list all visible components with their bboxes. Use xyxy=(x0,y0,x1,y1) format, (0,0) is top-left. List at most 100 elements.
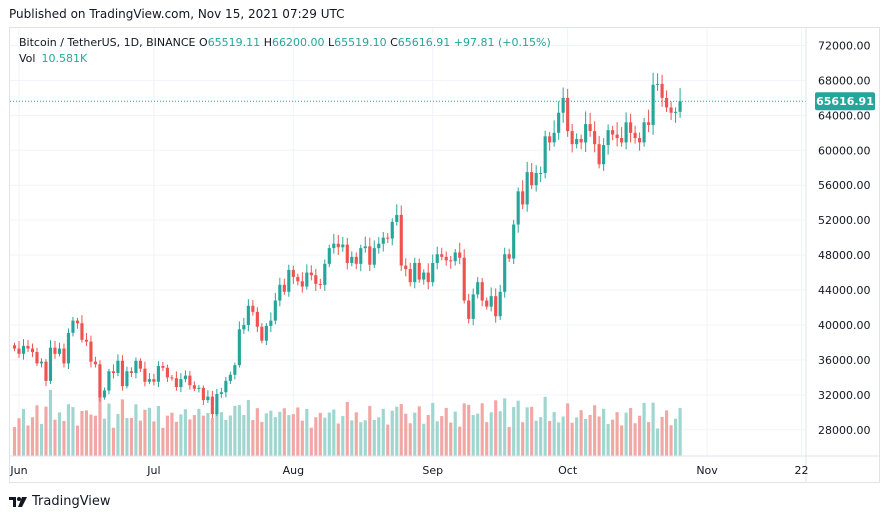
volume-bar xyxy=(651,402,655,456)
volume-bar xyxy=(660,416,664,456)
time-tick-label: Jul xyxy=(146,464,160,477)
volume-bar xyxy=(404,413,408,456)
candle-body xyxy=(296,276,300,282)
candle-body xyxy=(413,262,417,283)
volume-bar xyxy=(62,420,66,456)
candle-body xyxy=(354,256,358,264)
candle-body xyxy=(363,246,367,249)
candle-body xyxy=(494,296,498,317)
last-price-tag-label: 65616.91 xyxy=(816,95,874,108)
candle-body xyxy=(435,254,439,263)
volume-bar xyxy=(566,403,570,456)
volume-bar xyxy=(242,414,246,456)
candle-body xyxy=(669,107,673,113)
candle-body xyxy=(575,138,579,145)
candle-body xyxy=(377,243,381,249)
price-tick-label: 48000.00 xyxy=(818,249,871,262)
volume-bar xyxy=(156,405,160,456)
candle-body xyxy=(543,136,547,173)
volume-bar xyxy=(296,407,300,456)
candle-body xyxy=(309,272,313,276)
volume-bar xyxy=(570,422,574,456)
candle-body xyxy=(368,246,372,265)
volume-bar xyxy=(543,396,547,456)
candle-body xyxy=(143,368,147,382)
volume-bar xyxy=(642,402,646,456)
close-value: 65616.91 xyxy=(397,36,451,49)
candle-body xyxy=(516,191,520,225)
candle-body xyxy=(44,361,48,381)
candle-body xyxy=(233,365,237,375)
candle-body xyxy=(512,224,516,259)
volume-bar xyxy=(494,400,498,456)
volume-bar xyxy=(512,406,516,456)
volume-bar xyxy=(458,426,462,456)
volume-bar xyxy=(620,425,624,456)
volume-bar xyxy=(381,408,385,456)
volume-bar xyxy=(345,402,349,456)
candle-body xyxy=(156,366,160,382)
volume-bar xyxy=(260,421,264,456)
candle-body xyxy=(282,284,286,292)
candle-body xyxy=(399,214,403,266)
volume-bar xyxy=(656,428,660,456)
volume-bar xyxy=(669,425,673,456)
candle-body xyxy=(651,84,655,125)
candle-body xyxy=(84,339,89,342)
tradingview-logo[interactable]: TradingView xyxy=(9,494,111,509)
candle-body xyxy=(480,282,484,301)
volume-bar xyxy=(422,423,426,456)
volume-bar xyxy=(395,406,399,456)
candle-body xyxy=(17,348,21,354)
candle-body xyxy=(314,275,318,284)
price-tick-label: 28000.00 xyxy=(818,424,871,437)
candle-body xyxy=(165,367,169,378)
candle-body xyxy=(561,97,565,113)
volume-bar xyxy=(368,405,372,456)
last-price-tag xyxy=(815,92,875,111)
candle-body xyxy=(449,260,453,262)
candle-body xyxy=(66,332,71,364)
candle-body xyxy=(179,379,183,387)
volume-bar xyxy=(219,412,223,456)
volume-bar xyxy=(638,415,642,456)
candle-body xyxy=(521,191,525,205)
candle-body xyxy=(75,320,80,324)
volume-bar xyxy=(134,404,138,456)
open-label: O xyxy=(199,36,208,49)
candle-body xyxy=(134,360,138,374)
candle-body xyxy=(471,294,475,319)
chart-frame[interactable] xyxy=(9,27,880,483)
volume-bar xyxy=(143,409,147,456)
candle-body xyxy=(507,254,511,259)
candle-body xyxy=(251,305,255,312)
candle-body xyxy=(278,284,282,301)
volume-bar xyxy=(467,404,471,456)
volume-bar xyxy=(426,414,430,456)
candle-body xyxy=(615,134,619,139)
candle-body xyxy=(341,244,345,248)
volume-bar xyxy=(120,399,125,456)
volume-bar xyxy=(44,406,48,456)
volume-bar xyxy=(611,419,615,456)
volume-bar xyxy=(413,412,417,456)
volume-bar xyxy=(39,423,44,456)
candle-body xyxy=(489,296,493,307)
candle-body xyxy=(35,352,39,364)
volume-bar xyxy=(71,407,75,456)
candle-body xyxy=(453,252,457,262)
volume-bar xyxy=(453,411,457,456)
candle-body xyxy=(584,124,588,143)
candle-body xyxy=(102,390,107,398)
time-tick-label: Jun xyxy=(9,464,27,477)
candle-body xyxy=(242,324,246,330)
chart-legend: Bitcoin / TetherUS, 1D, BINANCE O65519.1… xyxy=(19,36,551,49)
volume-bar xyxy=(678,408,682,456)
volume-bar xyxy=(215,407,219,456)
volume-bar xyxy=(201,415,205,456)
volume-bar xyxy=(624,412,628,456)
candle-body xyxy=(476,282,480,295)
candle-body xyxy=(422,272,426,280)
symbol-label[interactable]: Bitcoin / TetherUS, 1D, BINANCE xyxy=(19,36,196,49)
